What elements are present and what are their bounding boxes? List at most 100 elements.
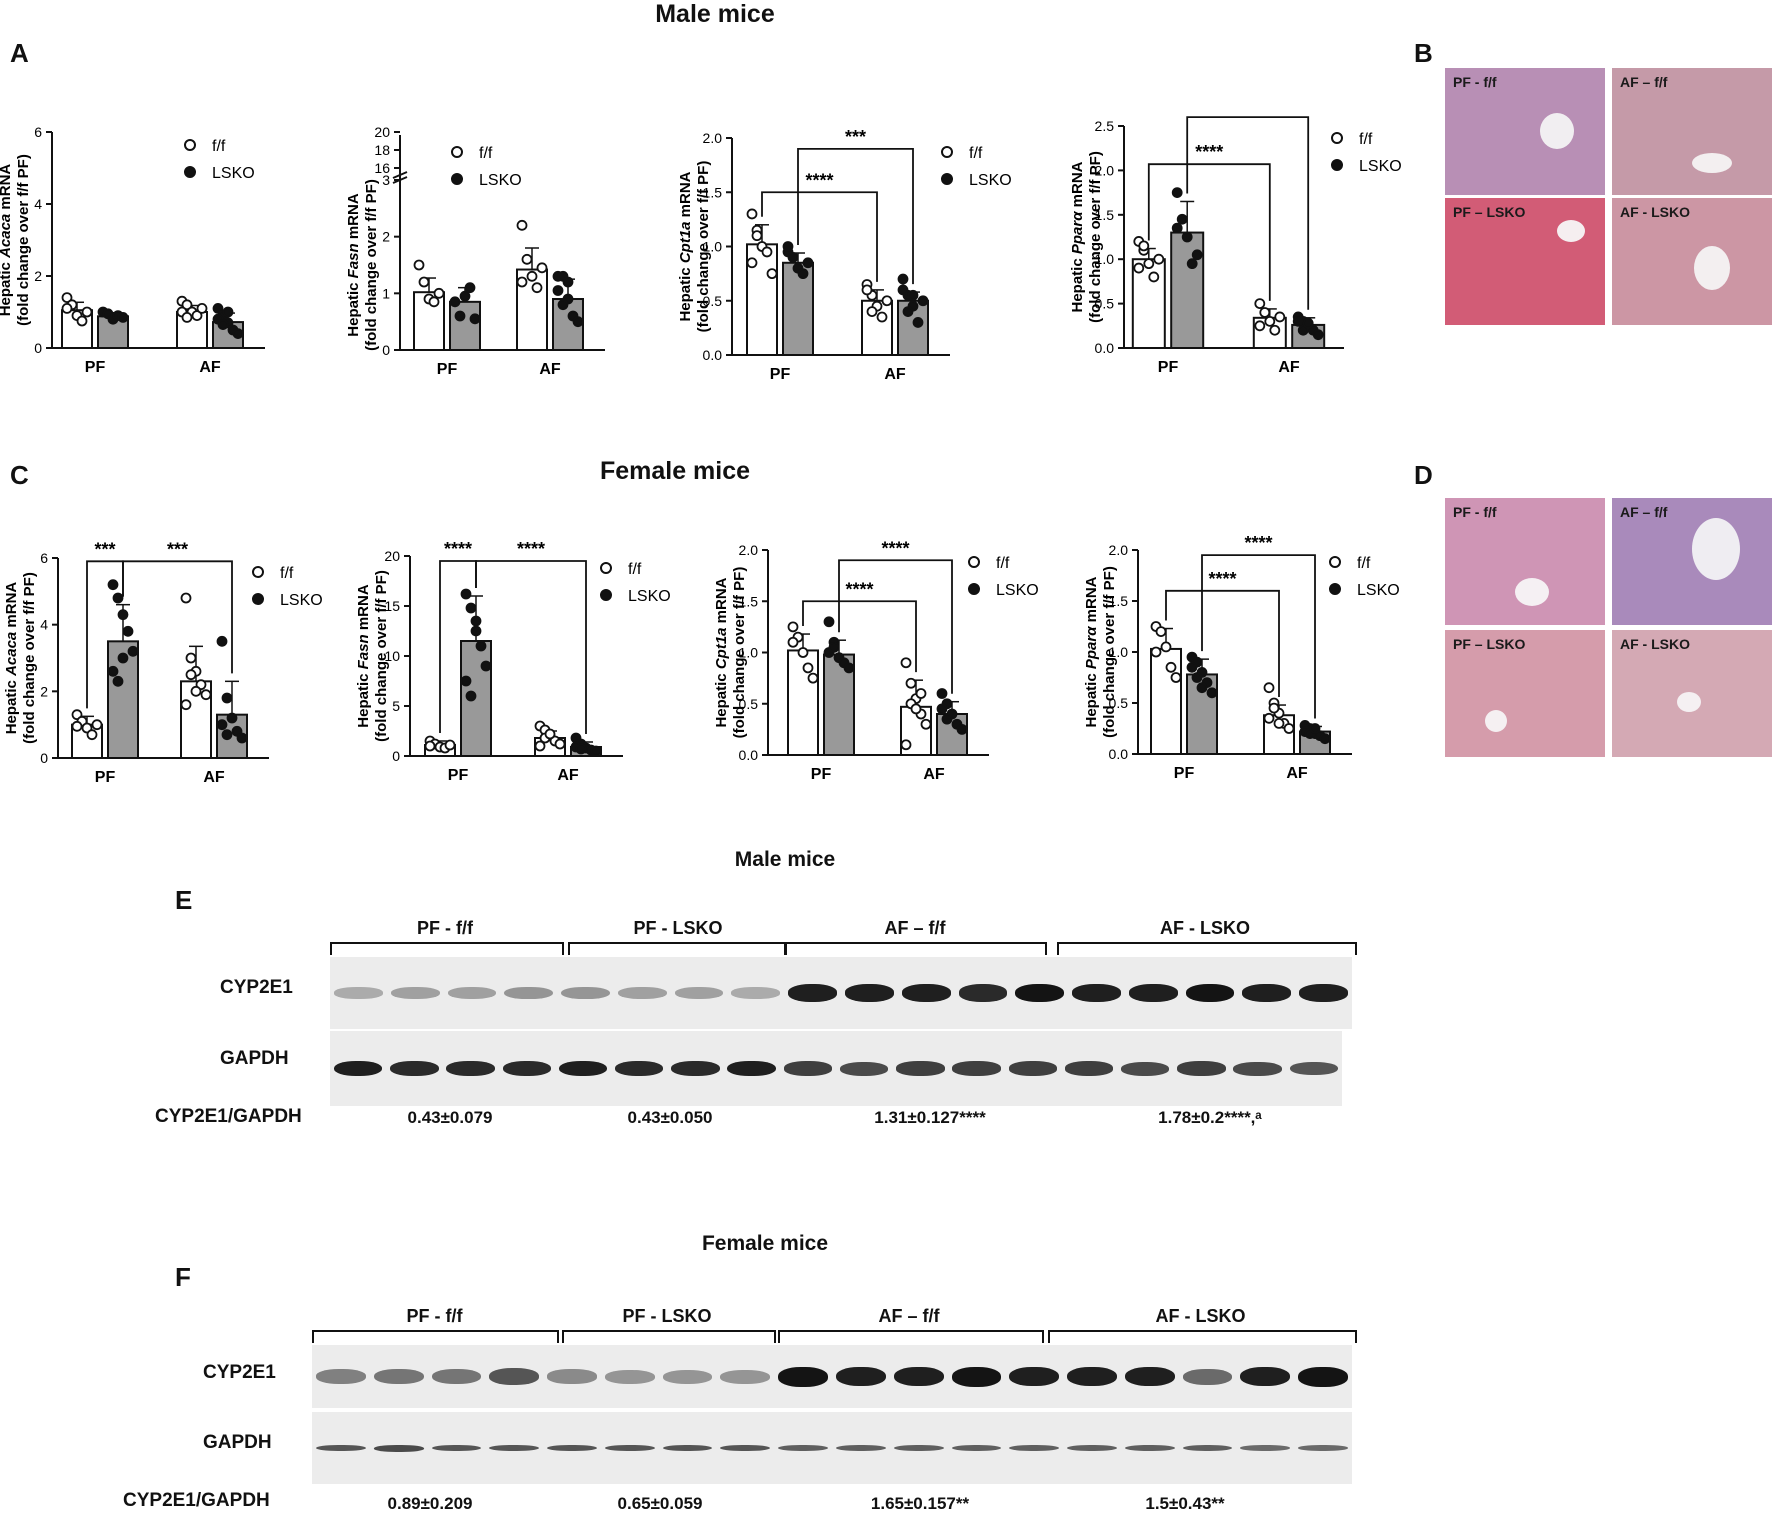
blot-band bbox=[951, 1444, 1002, 1452]
data-point bbox=[185, 669, 197, 681]
blot-band bbox=[958, 984, 1008, 1002]
data-point bbox=[1150, 646, 1162, 658]
significance-label: *** bbox=[167, 539, 188, 559]
data-point bbox=[181, 311, 193, 323]
significance-label: **** bbox=[1244, 533, 1272, 553]
blot-band bbox=[373, 1368, 424, 1385]
y-axis-label-2: (fold change over f/f PF) bbox=[373, 570, 390, 742]
y-tick-label: 1.5 bbox=[703, 184, 723, 200]
data-point bbox=[905, 677, 917, 689]
x-tick-label: AF bbox=[923, 766, 945, 783]
data-point bbox=[1186, 258, 1198, 270]
data-point bbox=[1191, 249, 1203, 261]
blot-band bbox=[1008, 1061, 1057, 1076]
data-point bbox=[557, 299, 569, 311]
legend-marker-lsko bbox=[252, 593, 264, 605]
legend-label-lsko: LSKO bbox=[212, 165, 255, 182]
data-point bbox=[1274, 311, 1286, 323]
blot-band bbox=[896, 1061, 945, 1076]
blot-band bbox=[447, 986, 497, 1000]
data-point bbox=[941, 713, 953, 725]
legend-label-ff: f/f bbox=[280, 565, 294, 582]
data-point bbox=[86, 729, 98, 741]
data-point bbox=[861, 284, 873, 296]
blot-band bbox=[489, 1368, 540, 1385]
data-point bbox=[469, 313, 481, 325]
data-point bbox=[1206, 687, 1218, 699]
data-point bbox=[465, 602, 477, 614]
data-point bbox=[936, 703, 948, 715]
blot-band bbox=[839, 1061, 889, 1076]
blot-band bbox=[720, 1444, 771, 1452]
data-point bbox=[516, 219, 528, 231]
data-point bbox=[216, 635, 228, 647]
data-point bbox=[751, 230, 763, 242]
data-point bbox=[534, 740, 546, 752]
x-tick-label: AF bbox=[1278, 359, 1300, 376]
x-tick-label: AF bbox=[539, 361, 561, 378]
blot-band bbox=[446, 1060, 495, 1077]
y-tick-label: 0 bbox=[392, 748, 400, 764]
data-point bbox=[1171, 187, 1183, 198]
blot-band bbox=[1299, 984, 1349, 1002]
data-point bbox=[464, 282, 476, 294]
y-tick-label: 1.5 bbox=[1095, 207, 1115, 223]
data-point bbox=[1176, 213, 1188, 225]
legend-label-ff: f/f bbox=[996, 555, 1010, 572]
data-point bbox=[1259, 307, 1271, 318]
bar-ff bbox=[1131, 258, 1166, 349]
legend-label-lsko: LSKO bbox=[969, 172, 1012, 189]
data-point bbox=[590, 745, 602, 757]
blot-band bbox=[1015, 984, 1065, 1002]
y-tick-label: 0.5 bbox=[1109, 695, 1129, 711]
y-axis-label: Hepatic Acaca mRNA bbox=[0, 164, 14, 317]
x-tick-label: PF bbox=[437, 361, 458, 378]
data-point bbox=[180, 592, 192, 604]
panel-letter-a: A bbox=[10, 38, 29, 68]
data-point bbox=[917, 295, 929, 307]
blot-band bbox=[1182, 1444, 1233, 1452]
blot-band bbox=[836, 1444, 886, 1452]
data-point bbox=[1263, 712, 1275, 724]
y-axis-label-2: (fold change over f/f PF) bbox=[15, 154, 32, 326]
blot-male-gapdh bbox=[330, 1031, 1342, 1106]
legend-label-ff: f/f bbox=[628, 561, 642, 578]
data-point bbox=[907, 289, 919, 301]
y-tick-label: 0.0 bbox=[739, 747, 759, 763]
blot-group-label: AF – f/f bbox=[884, 918, 946, 938]
panel-letter-e: E bbox=[175, 885, 193, 915]
y-tick-label: 16 bbox=[374, 160, 390, 176]
blot-band bbox=[1240, 1366, 1291, 1387]
blot-band bbox=[333, 1060, 383, 1077]
blot-band bbox=[783, 1061, 833, 1076]
y-tick-label: 0 bbox=[34, 340, 42, 356]
blot-band bbox=[558, 1060, 608, 1077]
blot-ratio-label: CYP2E1/GAPDH bbox=[123, 1490, 270, 1511]
histology-female-pf-lsko: PF – LSKO bbox=[1445, 630, 1605, 757]
x-tick-label: AF bbox=[1286, 765, 1308, 782]
data-point bbox=[521, 253, 533, 265]
blot-band bbox=[778, 1366, 828, 1387]
y-tick-label: 15 bbox=[384, 598, 400, 614]
data-point bbox=[1143, 258, 1155, 270]
axis-break bbox=[392, 171, 408, 179]
data-point bbox=[1273, 717, 1285, 729]
data-point bbox=[117, 652, 129, 664]
blot-band bbox=[1242, 984, 1292, 1002]
blot-band bbox=[617, 986, 667, 1000]
blot-band bbox=[720, 1369, 771, 1384]
blot-band bbox=[1233, 1061, 1282, 1076]
y-tick-label: 2.0 bbox=[1095, 162, 1115, 178]
blot-group-label: AF – f/f bbox=[878, 1306, 940, 1326]
blot-band bbox=[893, 1366, 944, 1387]
y-tick-label: 20 bbox=[384, 548, 400, 564]
data-point bbox=[212, 302, 224, 314]
panel-letter-d: D bbox=[1414, 460, 1433, 490]
blot-ratio-value: 0.43±0.079 bbox=[407, 1108, 493, 1127]
data-point bbox=[216, 719, 228, 731]
data-point bbox=[526, 270, 538, 282]
blot-ratio-value: 1.78±0.2****,ᵃ bbox=[1158, 1108, 1262, 1127]
data-point bbox=[112, 675, 124, 687]
legend-marker-ff bbox=[968, 556, 980, 568]
female-mice-header: Female mice bbox=[599, 457, 751, 485]
